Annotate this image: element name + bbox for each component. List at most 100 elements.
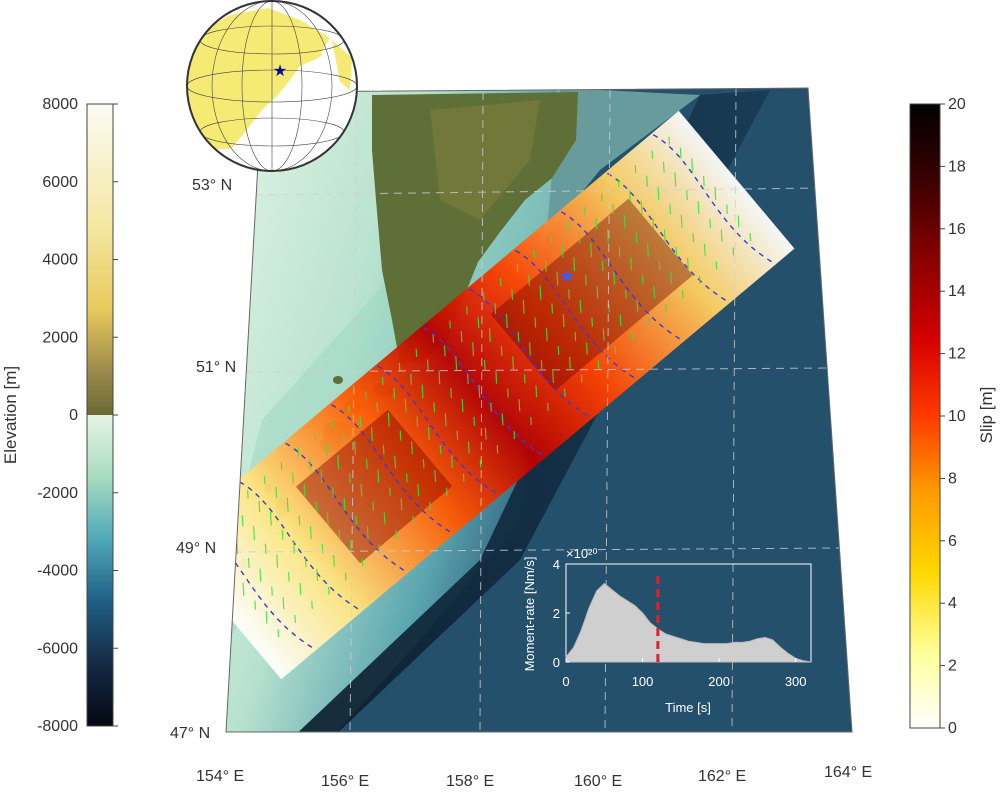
slip-vector [451, 455, 453, 468]
slip-colorbar-bar [909, 103, 941, 729]
slip-vector [461, 398, 464, 412]
slip-vector [479, 459, 482, 468]
slip-vector [328, 586, 330, 595]
slip-vector [568, 289, 570, 300]
slip-vector [585, 275, 587, 286]
slip-vector [316, 568, 319, 581]
globe-star-icon: ★ [273, 61, 287, 80]
slip-vector [466, 306, 468, 315]
moment-rate-inset: 420 0 100 200 300 ×10²⁰ Moment-rate [Nm/s] … [522, 546, 812, 715]
slip-vector [277, 629, 280, 638]
slip-vector [320, 469, 323, 484]
slip-vector [652, 218, 655, 229]
slip-vector [254, 600, 256, 610]
slip-vector [412, 516, 414, 525]
inset-ylabel: Moment-rate [Nm/s] [522, 557, 537, 672]
slip-vector [533, 249, 536, 258]
slip-vector [360, 483, 363, 497]
slip-colorbar-title: Slip [m] [977, 387, 996, 444]
slip-vector [383, 512, 386, 525]
slip-vector [732, 247, 735, 256]
slip-vector [641, 275, 644, 285]
elevation-colorbar: 8000 6000 4000 2000 0 -2000 -4000 -6000 -8000 El… [1, 96, 118, 735]
slip-vector [314, 433, 317, 442]
slip-vector [410, 373, 412, 385]
elevation-tick-label: 0 [69, 407, 78, 424]
slip-vector [361, 558, 364, 567]
slip-vector [281, 529, 284, 540]
inset-xlabel: Time [s] [665, 700, 711, 715]
inset-exponent: ×10²⁰ [566, 546, 598, 561]
slip-vector [702, 176, 705, 187]
slip-vector [405, 473, 408, 483]
slip-vector [417, 484, 420, 497]
slip-vector [483, 359, 486, 370]
slip-vector [511, 288, 514, 300]
slip-vector [552, 370, 555, 384]
slip-tick-label: 12 [948, 346, 966, 363]
slip-vector [618, 246, 621, 257]
slip-vector [663, 229, 666, 243]
slip-vector [472, 342, 475, 357]
slip-vector [399, 430, 402, 441]
slip-vector [455, 356, 458, 371]
elevation-tick-label: -2000 [37, 485, 78, 502]
lat-label-49: 49° N [176, 540, 216, 557]
slip-vector [294, 615, 296, 624]
slip-vector [377, 469, 380, 483]
slip-vector [365, 458, 368, 469]
slip-vector [625, 289, 627, 299]
slip-vector [561, 246, 564, 258]
slip-vector [557, 346, 560, 356]
moment-rate-area [565, 582, 812, 663]
slip-vector [551, 303, 554, 314]
slip-vector [473, 416, 476, 426]
elevation-tick-label: 8000 [42, 96, 78, 113]
slip-vector [422, 459, 425, 469]
slip-vector [516, 263, 519, 272]
slip-vector [482, 292, 485, 301]
slip-vector [634, 164, 637, 173]
slip-vector [400, 498, 403, 511]
slip-vector [619, 314, 622, 327]
slip-vector [584, 207, 586, 216]
slip-vector [303, 483, 306, 498]
slip-vector [460, 331, 463, 343]
slip-vector [370, 426, 373, 441]
slip-vector [398, 362, 401, 371]
slip-vector [528, 274, 530, 286]
slip-vector [590, 243, 593, 258]
slip-vector [269, 511, 272, 526]
slip-vector [421, 384, 424, 399]
inset-y-tick-label: 4 [553, 557, 560, 572]
elevation-tick-label: -4000 [37, 563, 78, 580]
slip-vector [681, 289, 684, 298]
inset-y-ticks: 4 2 0 [553, 557, 570, 670]
slip-vector [247, 490, 249, 499]
slip-vector [343, 497, 346, 511]
slip-vector [376, 402, 379, 414]
slip-vector [715, 261, 718, 270]
slip-vector [657, 186, 660, 201]
slip-vector [241, 515, 244, 527]
slip-tick-label: 2 [948, 658, 957, 675]
slip-vector [280, 461, 283, 470]
slip-vector [387, 412, 390, 427]
slip-vector [512, 356, 515, 370]
slip-vector [601, 260, 604, 271]
slip-vector [662, 161, 665, 173]
slip-vector [623, 214, 626, 229]
slip-vector [259, 568, 262, 582]
slip-vector [675, 247, 678, 257]
inset-x-tick-label: 0 [562, 674, 569, 689]
slip-vector [579, 299, 582, 314]
globe-north-america [332, 40, 352, 90]
slip-tick-label: 20 [948, 96, 966, 113]
slip-vector [325, 444, 328, 456]
slip-vector [210, 519, 218, 527]
slip-vector [544, 260, 547, 272]
lon-label-154: 154° E [196, 768, 244, 785]
inset-x-tick-label: 200 [708, 674, 730, 689]
